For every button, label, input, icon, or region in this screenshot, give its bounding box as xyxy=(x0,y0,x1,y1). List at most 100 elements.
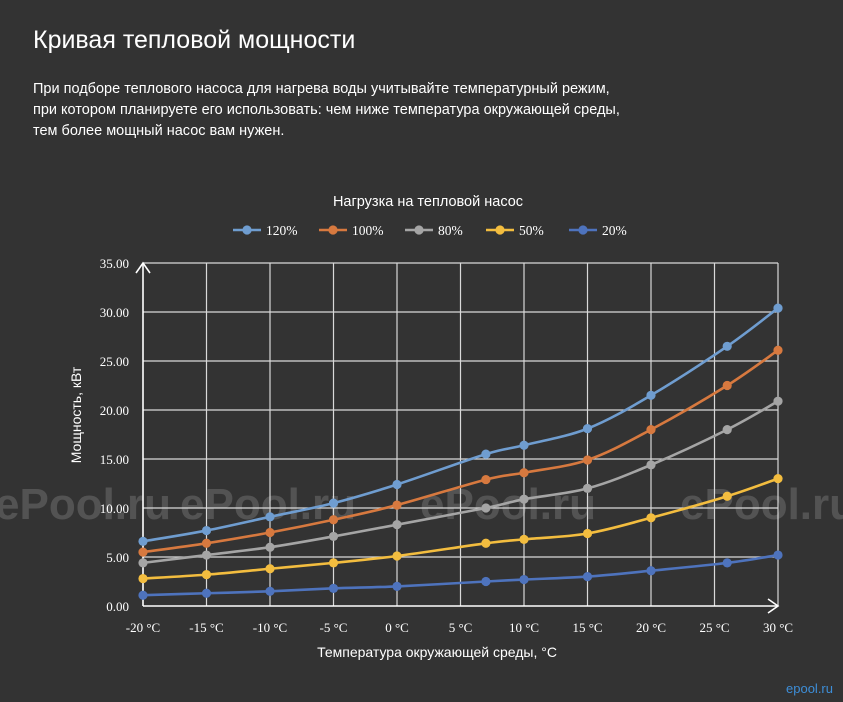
chart-grid xyxy=(143,262,779,606)
data-point xyxy=(646,425,656,435)
legend-marker xyxy=(578,225,588,235)
data-point xyxy=(773,474,783,484)
legend-label: 20% xyxy=(602,223,627,238)
watermark-text: ePool.ru xyxy=(420,480,596,529)
x-tick-label: -10 °C xyxy=(253,620,287,635)
x-axis-label: Температура окружающей среды, °С xyxy=(317,644,557,660)
data-point xyxy=(201,570,212,580)
x-tick-label: -15 °C xyxy=(189,620,223,635)
data-point xyxy=(646,566,656,576)
description-line: При подборе теплового насоса для нагрева… xyxy=(33,81,610,97)
x-tick-label: 10 °C xyxy=(509,620,539,635)
data-point xyxy=(773,396,783,406)
chart-ticks: -20 °C -15 °C -10 °C -5 °C 0 °C 5 °C 10 °C 15 °… xyxy=(100,256,793,635)
y-tick-label: 20.00 xyxy=(100,403,129,418)
data-point xyxy=(265,527,275,538)
legend-marker xyxy=(328,225,338,235)
description-line: тем более мощный насос вам нужен. xyxy=(33,123,285,139)
data-point xyxy=(392,479,402,490)
legend-marker xyxy=(414,225,424,235)
data-point xyxy=(582,424,593,434)
data-point xyxy=(328,531,339,542)
data-point xyxy=(722,341,732,351)
data-point xyxy=(265,586,275,596)
data-point xyxy=(328,515,339,525)
y-axis-label: Мощность, кВт xyxy=(68,366,84,463)
data-point xyxy=(646,390,656,400)
data-point xyxy=(201,550,212,560)
data-point xyxy=(392,520,402,530)
data-point xyxy=(201,525,212,536)
page-title: Кривая тепловой мощности xyxy=(33,26,356,54)
data-point xyxy=(722,380,732,391)
chart-series xyxy=(138,303,783,600)
x-tick-label: 0 °C xyxy=(385,620,409,635)
data-point xyxy=(265,542,275,552)
data-point xyxy=(481,449,491,459)
data-point xyxy=(722,425,732,435)
data-point xyxy=(328,583,339,593)
data-point xyxy=(582,572,593,582)
page-description: При подборе теплового насоса для нагрева… xyxy=(33,79,653,142)
chart-title: Нагрузка на тепловой насос xyxy=(333,194,523,210)
x-axis-arrow xyxy=(767,598,780,614)
data-point xyxy=(519,440,529,450)
data-point xyxy=(481,576,491,587)
data-point xyxy=(481,474,491,485)
legend-marker xyxy=(495,225,505,235)
watermark-text: ePool.ru xyxy=(0,480,171,529)
y-axis-arrow xyxy=(135,261,151,274)
chart-axes xyxy=(135,261,780,614)
data-point xyxy=(519,534,529,544)
y-tick-label: 5.00 xyxy=(106,550,129,565)
y-tick-label: 0.00 xyxy=(106,599,129,614)
chart-legend: 120% 100% 80% 50% 20% xyxy=(233,223,627,238)
y-tick-label: 15.00 xyxy=(100,452,129,467)
x-tick-label: 15 °C xyxy=(572,620,602,635)
y-tick-label: 25.00 xyxy=(100,354,129,369)
y-tick-label: 35.00 xyxy=(100,256,129,271)
x-tick-label: -5 °C xyxy=(320,620,348,635)
data-point xyxy=(519,574,529,585)
data-point xyxy=(201,588,212,598)
data-point xyxy=(481,503,491,513)
data-point xyxy=(773,303,783,313)
x-tick-label: -20 °C xyxy=(126,620,160,635)
data-point xyxy=(328,498,339,508)
x-tick-label: 25 °C xyxy=(699,620,729,635)
data-point xyxy=(722,558,732,568)
data-point xyxy=(722,491,732,501)
legend-label: 120% xyxy=(266,223,298,238)
data-point xyxy=(582,528,593,539)
corner-logo: epool.ru xyxy=(786,681,833,696)
x-tick-label: 20 °C xyxy=(636,620,666,635)
data-point xyxy=(646,460,656,470)
data-point xyxy=(138,573,148,584)
data-point xyxy=(201,538,212,548)
legend-label: 80% xyxy=(438,223,463,238)
y-tick-label: 10.00 xyxy=(100,501,129,516)
legend-marker xyxy=(242,225,252,235)
data-point xyxy=(392,500,402,510)
data-point xyxy=(265,512,275,522)
watermark-text: ePool.ru xyxy=(680,480,843,529)
data-point xyxy=(646,513,656,523)
data-point xyxy=(392,581,402,592)
data-point xyxy=(328,558,339,568)
data-point xyxy=(582,483,593,493)
data-point xyxy=(773,550,783,560)
legend-label: 50% xyxy=(519,223,544,238)
x-tick-label: 30 °C xyxy=(763,620,793,635)
data-point xyxy=(392,551,402,561)
legend-label: 100% xyxy=(352,223,384,238)
description-line: при котором планируете его использовать:… xyxy=(33,102,620,118)
data-point xyxy=(773,345,783,355)
data-point xyxy=(138,558,148,568)
data-point xyxy=(481,538,491,548)
x-tick-label: 5 °C xyxy=(449,620,473,635)
data-point xyxy=(138,547,148,557)
data-point xyxy=(265,564,275,574)
data-point xyxy=(138,536,148,546)
data-point xyxy=(582,455,593,465)
